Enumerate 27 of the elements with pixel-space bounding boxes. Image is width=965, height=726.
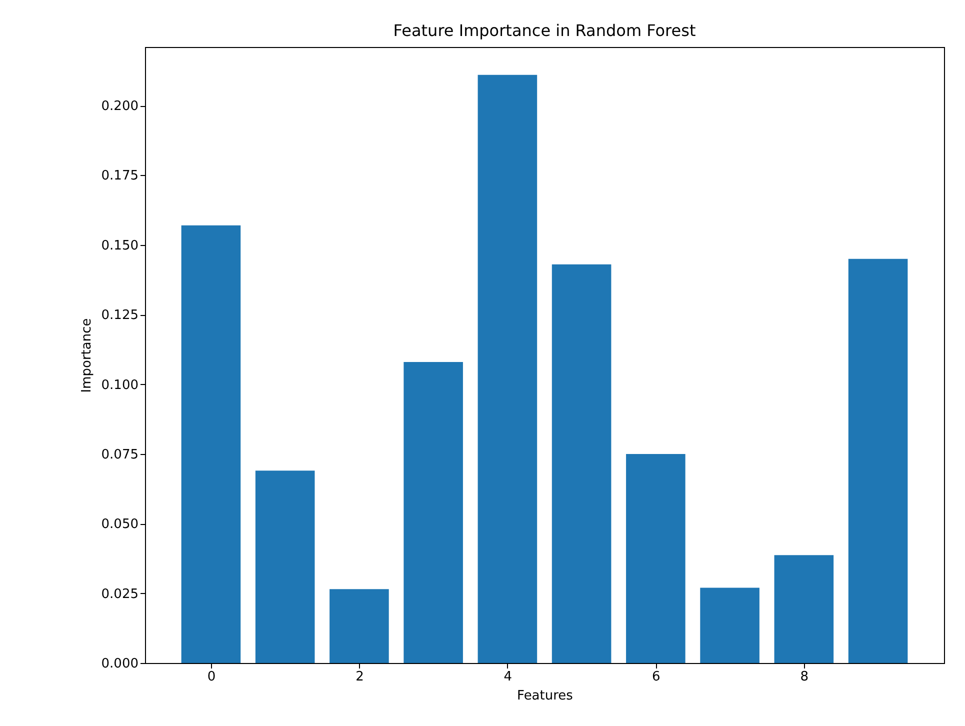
y-tick-label: 0.150 [101, 238, 138, 254]
y-tick-label: 0.175 [101, 168, 138, 184]
bar [626, 454, 686, 663]
chart-title: Feature Importance in Random Forest [393, 21, 696, 40]
x-tick-label: 2 [356, 670, 364, 684]
bar [774, 555, 834, 663]
y-tick-label: 0.075 [101, 447, 138, 462]
y-tick-label: 0.000 [101, 656, 138, 672]
y-tick-label: 0.025 [101, 586, 138, 602]
x-tick-label: 0 [207, 670, 216, 684]
bar [700, 588, 760, 663]
x-tick-label: 8 [800, 670, 809, 684]
x-axis-title: Features [517, 688, 574, 704]
y-tick-label: 0.125 [101, 308, 138, 324]
bar [552, 264, 612, 663]
bar [404, 362, 463, 663]
bar [330, 589, 389, 663]
y-axis-title: Importance [79, 318, 94, 393]
y-tick-label: 0.200 [101, 99, 138, 114]
x-tick-label: 6 [652, 670, 660, 684]
bar [478, 74, 538, 663]
bar [848, 258, 908, 663]
x-tick-label: 4 [504, 670, 512, 684]
y-tick-label: 0.100 [101, 378, 138, 393]
bar [255, 470, 315, 663]
y-tick-label: 0.050 [101, 517, 138, 532]
bar [181, 225, 241, 663]
